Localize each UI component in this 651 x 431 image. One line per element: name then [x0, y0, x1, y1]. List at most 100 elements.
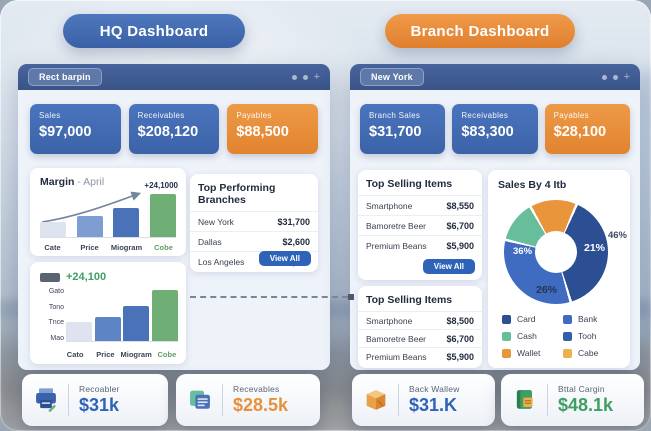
donut-chart — [504, 200, 608, 304]
pie-label-21: 21% — [584, 242, 606, 254]
kpi-label: Branch Sales — [369, 111, 421, 120]
bar — [123, 306, 150, 341]
row-name: Bamoretre Beer — [366, 333, 426, 344]
window-dot-icon[interactable] — [302, 74, 308, 80]
stat-value: $48.1k — [558, 395, 614, 415]
hq-dashboard-button[interactable]: HQ Dashboard — [63, 14, 245, 48]
branch-titlebar: New York + — [350, 64, 640, 90]
panel-title: Top Performing Branches — [198, 182, 276, 206]
sales-pie-panel: Sales By 4 Itb 46% 21% 36% 26% Card Cash — [488, 170, 630, 368]
window-dot-icon[interactable] — [601, 74, 607, 80]
margin-chart-panel: Margin - April +24,1000 Cate — [30, 168, 186, 256]
legend-swatch — [502, 331, 511, 341]
bar — [113, 207, 140, 237]
window-dot-icon[interactable] — [291, 74, 297, 80]
stat-card-bttal-cargin: Bttal Cargin $48.1k — [501, 374, 644, 426]
stat-label: Recevables — [233, 384, 280, 394]
branch-kpi-row: Branch Sales $31,700 Receivables $83,300… — [360, 104, 630, 154]
connector-endpoint — [348, 294, 354, 300]
divider — [222, 384, 223, 416]
stat-value: $28.5k — [233, 395, 289, 415]
growth-chart-panel: +24,100 Gato Tono Tnce Mao Cato Price — [30, 262, 186, 364]
top-selling-panel-1: Top Selling Items Smartphone $8,550 Bamo… — [358, 170, 482, 280]
pie-label-46: 46% — [607, 230, 627, 241]
row-value: $2,600 — [282, 236, 310, 247]
stat-card-recevables: Recevables $28.5k — [176, 374, 320, 426]
legend-value: +24,100 — [66, 271, 107, 283]
kpi-value: $88,500 — [236, 124, 289, 140]
row-name: Premium Beans — [366, 351, 427, 362]
pie-label-36: 36% — [513, 246, 533, 257]
x-tick: Miogram — [110, 243, 143, 252]
kpi-payables: Payables $28,100 — [544, 104, 630, 154]
kpi-value: $28,100 — [553, 124, 607, 140]
chart-subtitle-text: - April — [77, 176, 105, 188]
stat-card-back-wallew: Back Wallew $31.K — [352, 374, 495, 426]
kpi-value: $208,120 — [137, 124, 199, 140]
printer-icon — [36, 388, 56, 413]
box-icon — [366, 390, 386, 410]
branch-dashboard-button[interactable]: Branch Dashboard — [385, 14, 575, 48]
row-name: Smartphone — [366, 200, 413, 211]
list-item: Premium Beans $5,900 — [358, 347, 482, 365]
plus-icon[interactable]: + — [313, 70, 320, 83]
kpi-label: Payables — [236, 111, 272, 120]
divider — [68, 384, 69, 416]
legend-swatch — [563, 331, 572, 341]
plus-icon[interactable]: + — [623, 70, 630, 83]
divider — [547, 384, 548, 416]
list-item: Smartphone $8,500 — [358, 311, 482, 329]
top-selling-panel-2: Top Selling Items Smartphone $8,500 Bamo… — [358, 286, 482, 368]
kpi-value: $97,000 — [39, 124, 92, 140]
hq-window: Rect barpin + Sales $97,000 Receivables … — [18, 64, 330, 370]
legend-swatch — [502, 314, 511, 324]
bar — [94, 316, 121, 341]
branch-window-body: Branch Sales $31,700 Receivables $83,300… — [350, 90, 640, 370]
hq-titlebar: Rect barpin + — [18, 64, 330, 90]
x-tick: Cate — [44, 243, 61, 252]
x-tick: Price — [96, 350, 115, 359]
row-name: Premium Beans — [366, 240, 427, 251]
y-tick: Tnce — [48, 319, 64, 327]
hq-window-tab[interactable]: Rect barpin — [28, 68, 102, 86]
growth-x-labels: Cato Price Miogram Cobe — [60, 350, 182, 359]
hq-window-body: Sales $97,000 Receivables $208,120 Payab… — [18, 90, 330, 370]
margin-x-labels: Cate Price Miogram Cobe — [34, 243, 182, 252]
kpi-sales: Sales $97,000 — [30, 104, 121, 154]
x-tick: Miogram — [120, 350, 152, 359]
window-dot-icon[interactable] — [612, 74, 618, 80]
kpi-value: $31,700 — [369, 124, 422, 140]
growth-y-labels: Gato Tono Tnce Mao — [36, 288, 64, 342]
dashboard-connector-line — [190, 294, 354, 300]
x-tick: Cato — [66, 350, 84, 359]
growth-bars — [66, 290, 178, 342]
stat-card-recoabler: Recoabler $31k — [22, 374, 168, 426]
pie-label-26: 26% — [536, 284, 558, 296]
stat-label: Recoabler — [79, 384, 120, 394]
view-all-button[interactable]: View All — [422, 259, 475, 274]
legend-swatch — [40, 272, 60, 282]
stat-label: Back Wallew — [409, 384, 460, 394]
view-all-button[interactable]: View All — [258, 251, 311, 266]
trend-arrow-icon — [41, 191, 142, 223]
branch-window-tab[interactable]: New York — [360, 68, 424, 86]
kpi-label: Payables — [553, 111, 589, 120]
kpi-label: Receivables — [461, 111, 509, 120]
legend-item: Bank — [563, 314, 624, 324]
kpi-value: $83,300 — [461, 124, 514, 140]
legend-item: Wallet — [502, 348, 563, 358]
row-value: $6,700 — [446, 220, 474, 231]
row-value: $31,700 — [277, 216, 310, 227]
legend-item: Cabe — [563, 348, 624, 358]
list-item: Premium Beans $5,900 — [358, 235, 482, 255]
kpi-branch-sales: Branch Sales $31,700 — [360, 104, 446, 154]
margin-bars — [40, 194, 176, 238]
x-tick: Cobe — [154, 243, 173, 252]
list-item: Smartphone $8,550 — [358, 195, 482, 215]
row-value: $6,700 — [446, 333, 474, 344]
hq-kpi-row: Sales $97,000 Receivables $208,120 Payab… — [30, 104, 319, 154]
x-tick: Cobe — [157, 350, 177, 359]
y-tick: Tono — [48, 303, 64, 311]
row-name: Los Angeles — [198, 256, 245, 267]
